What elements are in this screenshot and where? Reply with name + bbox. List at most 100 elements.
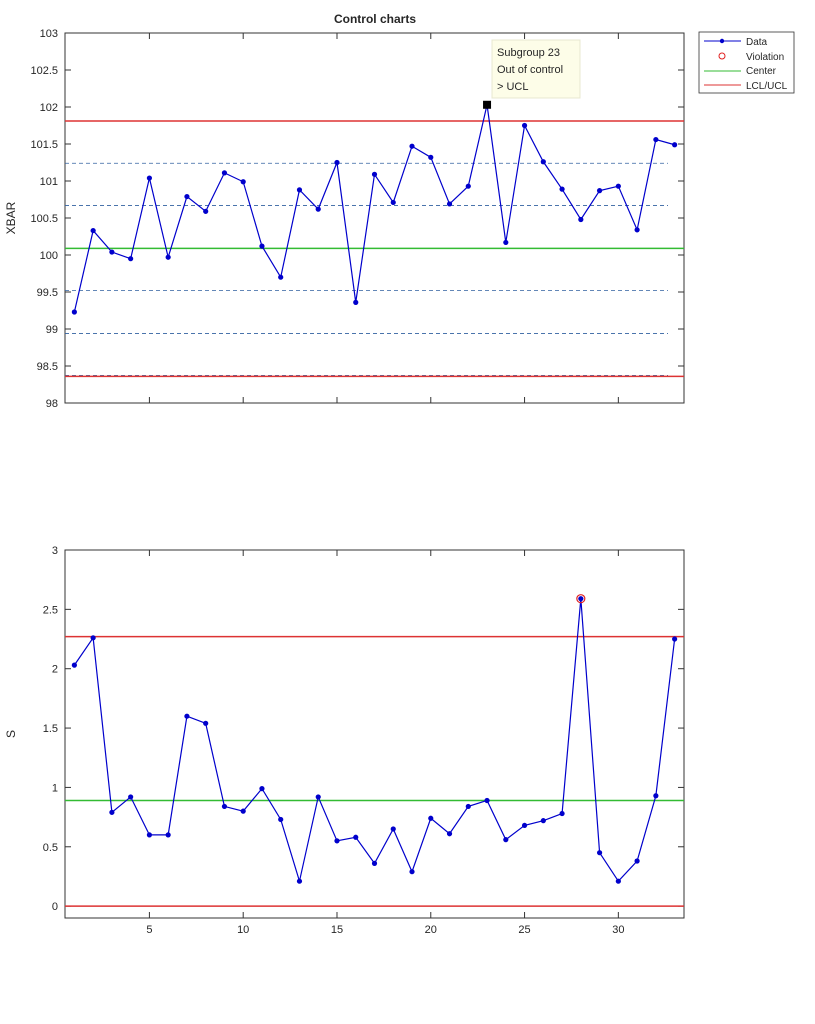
- data-point: [334, 159, 340, 166]
- y-tick-label: 0.5: [43, 842, 58, 854]
- annotation-box: Subgroup 23 Out of control > UCL: [491, 39, 581, 99]
- data-point: [465, 803, 471, 810]
- data-point: [278, 816, 284, 823]
- data-point: [653, 793, 659, 799]
- data-point: [428, 154, 434, 160]
- plot-area: [64, 32, 685, 404]
- data-point: [296, 878, 303, 884]
- data-point: [165, 832, 171, 838]
- data-point: [596, 188, 603, 194]
- data-point: [409, 143, 415, 149]
- data-point: [128, 256, 134, 262]
- data-point: [559, 186, 565, 192]
- data-point: [315, 206, 321, 212]
- data-point: [559, 810, 565, 817]
- annotation-line-2: Out of control: [497, 64, 563, 76]
- xbar-chart: 98 98.5 99 99.5 100 100.5 101 101.5 102 102.5 103 X…: [4, 28, 685, 410]
- y-tick-label: 99.5: [37, 287, 58, 299]
- data-point: [634, 227, 640, 233]
- x-tick-label: 5: [146, 924, 152, 936]
- data-point: [390, 199, 396, 206]
- data-point: [446, 201, 453, 207]
- legend-data: Data: [746, 37, 768, 48]
- data-point: [484, 797, 490, 804]
- legend-data-marker: [719, 38, 725, 44]
- legend-limits: LCL/UCL: [746, 81, 788, 92]
- y-tick-label: 98.5: [37, 361, 58, 373]
- y-tick-label: 103: [40, 28, 58, 40]
- data-point: [184, 713, 190, 719]
- violation-marker: [576, 594, 586, 604]
- data-point: [353, 299, 359, 305]
- legend-violation: Violation: [746, 52, 784, 63]
- s-chart: 0 0.5 1 1.5 2 2.5 3 5 10 15 20 25 30 S: [4, 545, 685, 936]
- selected-point-marker: [483, 100, 492, 109]
- y-tick-label: 0: [52, 901, 58, 913]
- data-point: [334, 838, 340, 844]
- x-tick-label: 30: [612, 924, 624, 936]
- data-point: [146, 832, 153, 838]
- data-point: [71, 662, 77, 668]
- x-tick-label: 15: [331, 924, 343, 936]
- data-point: [672, 142, 678, 148]
- data-point: [203, 208, 209, 214]
- data-point: [353, 834, 359, 840]
- data-point: [259, 786, 265, 792]
- data-point: [672, 636, 678, 642]
- legend: Data Violation Center LCL/UCL: [698, 31, 795, 94]
- data-point: [221, 170, 228, 176]
- data-point: [109, 249, 115, 255]
- data-point: [259, 243, 265, 249]
- data-point: [146, 175, 153, 181]
- data-point: [465, 183, 471, 189]
- y-tick-label: 100: [40, 250, 58, 262]
- y-tick-label: 102.5: [30, 65, 58, 77]
- data-point: [653, 136, 659, 143]
- data-point: [71, 309, 77, 315]
- data-point: [596, 850, 603, 856]
- data-point: [165, 254, 171, 260]
- data-point: [371, 860, 378, 866]
- y-tick-label: 101.5: [30, 139, 58, 151]
- x-tick-label: 25: [518, 924, 530, 936]
- y-axis-label: S: [4, 730, 18, 738]
- data-point: [184, 193, 190, 200]
- data-point: [446, 831, 453, 837]
- annotation-line-3: > UCL: [497, 81, 529, 93]
- data-point: [409, 869, 415, 875]
- y-tick-label: 1: [52, 782, 58, 794]
- data-point: [503, 239, 509, 246]
- data-point: [296, 187, 303, 193]
- data-point: [634, 858, 640, 864]
- y-tick-label: 102: [40, 102, 58, 114]
- data-point: [540, 818, 546, 824]
- legend-center: Center: [746, 66, 777, 77]
- data-point: [390, 826, 396, 832]
- data-point: [521, 822, 528, 829]
- y-tick-label: 2.5: [43, 604, 58, 616]
- chart-title: Control charts: [334, 12, 416, 26]
- data-point: [109, 809, 115, 815]
- data-point: [503, 837, 509, 843]
- data-point: [615, 183, 621, 189]
- data-point: [371, 171, 378, 177]
- data-point: [278, 274, 284, 280]
- data-point: [221, 803, 228, 810]
- annotation-line-1: Subgroup 23: [497, 47, 560, 59]
- plot-area: [64, 549, 685, 919]
- data-point: [90, 227, 96, 234]
- x-tick-label: 10: [237, 924, 249, 936]
- data-point: [203, 720, 209, 726]
- y-tick-label: 100.5: [30, 213, 58, 225]
- data-point: [240, 179, 246, 185]
- y-tick-label: 98: [46, 398, 58, 410]
- data-point: [90, 635, 96, 641]
- data-point: [428, 815, 434, 821]
- y-tick-label: 1.5: [43, 723, 58, 735]
- data-point: [540, 159, 546, 165]
- legend-violation-marker: [718, 52, 726, 60]
- y-axis-label: XBAR: [4, 201, 18, 234]
- data-point: [578, 216, 584, 223]
- y-tick-label: 3: [52, 545, 58, 557]
